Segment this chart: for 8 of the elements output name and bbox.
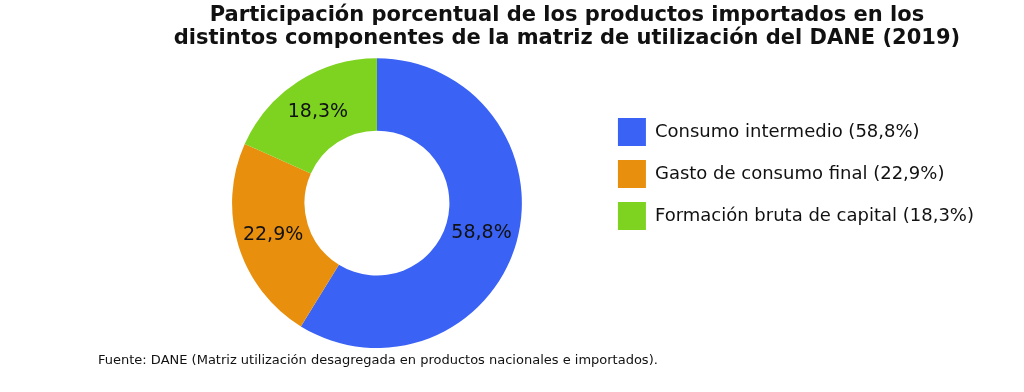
legend-label: Consumo intermedio (58,8%) xyxy=(654,119,920,141)
legend-label: Formación bruta de capital (18,3%) xyxy=(654,203,975,225)
chart-title: Participación porcentual de los productos importados en los distintos componentes de la matriz de utilización del DANE (2019) xyxy=(173,2,961,50)
source-note: Fuente: DANE (Matriz utilización desagregada en productos nacionales e importados). xyxy=(98,352,658,368)
data-label: 18,3% xyxy=(287,98,349,121)
legend-label: Gasto de consumo final (22,9%) xyxy=(654,161,945,183)
data-label: 22,9% xyxy=(242,221,304,244)
data-label: 58,8% xyxy=(451,219,512,242)
